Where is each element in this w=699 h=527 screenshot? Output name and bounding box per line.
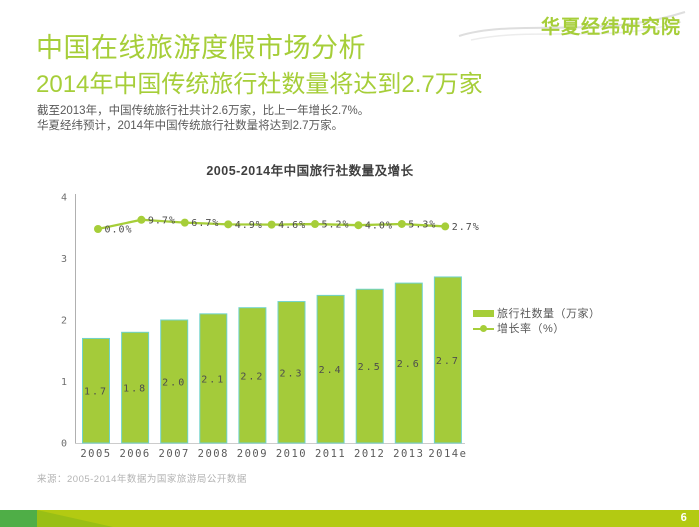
growth-line-label: 6.7% [191, 218, 219, 229]
growth-line-label: 4.0% [365, 221, 393, 232]
growth-line-marker [180, 218, 189, 227]
growth-line-marker [354, 221, 363, 230]
bar-value-label: 2.2 [240, 371, 264, 382]
bar-2007 [160, 319, 189, 444]
growth-line-marker [224, 220, 233, 229]
page-number: 6 [680, 511, 687, 524]
bar-2009 [238, 307, 267, 444]
x-category-label: 2013 [393, 448, 424, 460]
x-category-label: 2007 [159, 448, 190, 460]
legend-item-line: 增长率（%） [473, 321, 601, 335]
bar-value-label: 2.5 [358, 362, 382, 373]
legend-label-bars: 旅行社数量（万家） [497, 308, 601, 320]
legend-item-bars: 旅行社数量（万家） [473, 306, 601, 320]
bar-2008 [199, 313, 228, 444]
x-category-label: 2008 [198, 448, 229, 460]
y-tick-label: 4 [61, 193, 67, 204]
bar-2010 [277, 301, 306, 444]
growth-line-label: 2.7% [452, 222, 480, 233]
footer-bar: 6 [0, 510, 699, 527]
bar-value-label: 2.1 [201, 374, 225, 385]
growth-line-marker [94, 225, 102, 233]
bar-2012 [355, 288, 384, 444]
bar-2014e [433, 276, 462, 444]
legend-label-line: 增长率（%） [497, 323, 565, 335]
bar-value-label: 2.3 [279, 368, 303, 379]
summary-line-2: 华夏经纬预计，2014年中国传统旅行社数量将达到2.7万家。 [37, 119, 344, 132]
x-category-label: 2014e [428, 448, 467, 460]
y-tick-label: 3 [61, 254, 67, 265]
growth-line-label: 5.3% [408, 219, 436, 230]
bar-2006 [121, 331, 150, 444]
growth-line-marker [267, 220, 276, 229]
x-category-label: 2010 [276, 448, 307, 460]
growth-line-label: 0.0% [105, 225, 133, 236]
growth-line-label: 9.7% [148, 215, 176, 226]
bar-value-label: 1.7 [84, 387, 108, 398]
bar-value-label: 2.6 [397, 359, 421, 370]
growth-line-label: 5.2% [322, 220, 350, 231]
growth-line-marker [441, 222, 450, 231]
growth-line-marker [311, 220, 319, 229]
x-category-label: 2011 [315, 448, 346, 460]
logo-text: 华夏经纬研究院 [540, 17, 681, 38]
summary-line-1: 截至2013年，中国传统旅行社共计2.6万家，比上一年增长2.7%。 [37, 105, 370, 117]
bar-series-swatch [473, 309, 494, 317]
x-category-label: 2005 [80, 448, 111, 460]
page-title: 中国在线旅游度假市场分析 [36, 33, 366, 63]
bar-value-label: 1.8 [123, 384, 147, 395]
bar-value-label: 2.7 [436, 356, 460, 367]
bar-2013 [394, 282, 423, 444]
growth-line-marker [397, 219, 406, 228]
bar-value-label: 2.4 [319, 365, 343, 376]
line-series-swatch [473, 324, 494, 332]
growth-line-marker [137, 215, 146, 224]
logo: 华夏经纬研究院 [457, 6, 687, 46]
y-tick-label: 1 [61, 377, 67, 388]
x-category-label: 2009 [237, 448, 268, 460]
chart-title: 2005-2014年中国旅行社数量及增长 [206, 164, 414, 178]
bar-value-label: 2.0 [162, 378, 186, 389]
x-category-label: 2012 [354, 448, 385, 460]
growth-line-label: 4.9% [235, 220, 263, 231]
chart-legend: 旅行社数量（万家） 增长率（%） [473, 306, 601, 336]
y-tick-label: 2 [61, 316, 67, 327]
y-tick-label: 0 [61, 439, 67, 450]
summary-text: 截至2013年，中国传统旅行社共计2.6万家，比上一年增长2.7%。 华夏经纬预… [37, 104, 369, 133]
page-subtitle: 2014年中国传统旅行社数量将达到2.7万家 [36, 71, 483, 98]
source-note: 来源：2005-2014年数据为国家旅游局公开数据 [37, 474, 247, 485]
footer-accent-wedge [37, 510, 113, 527]
x-category-label: 2006 [119, 448, 150, 460]
bar-2011 [316, 294, 345, 444]
growth-line-label: 4.6% [278, 220, 306, 231]
footer-accent-block [0, 510, 37, 527]
bar-2005 [82, 337, 110, 444]
logo-swoosh-decoration [458, 11, 686, 41]
